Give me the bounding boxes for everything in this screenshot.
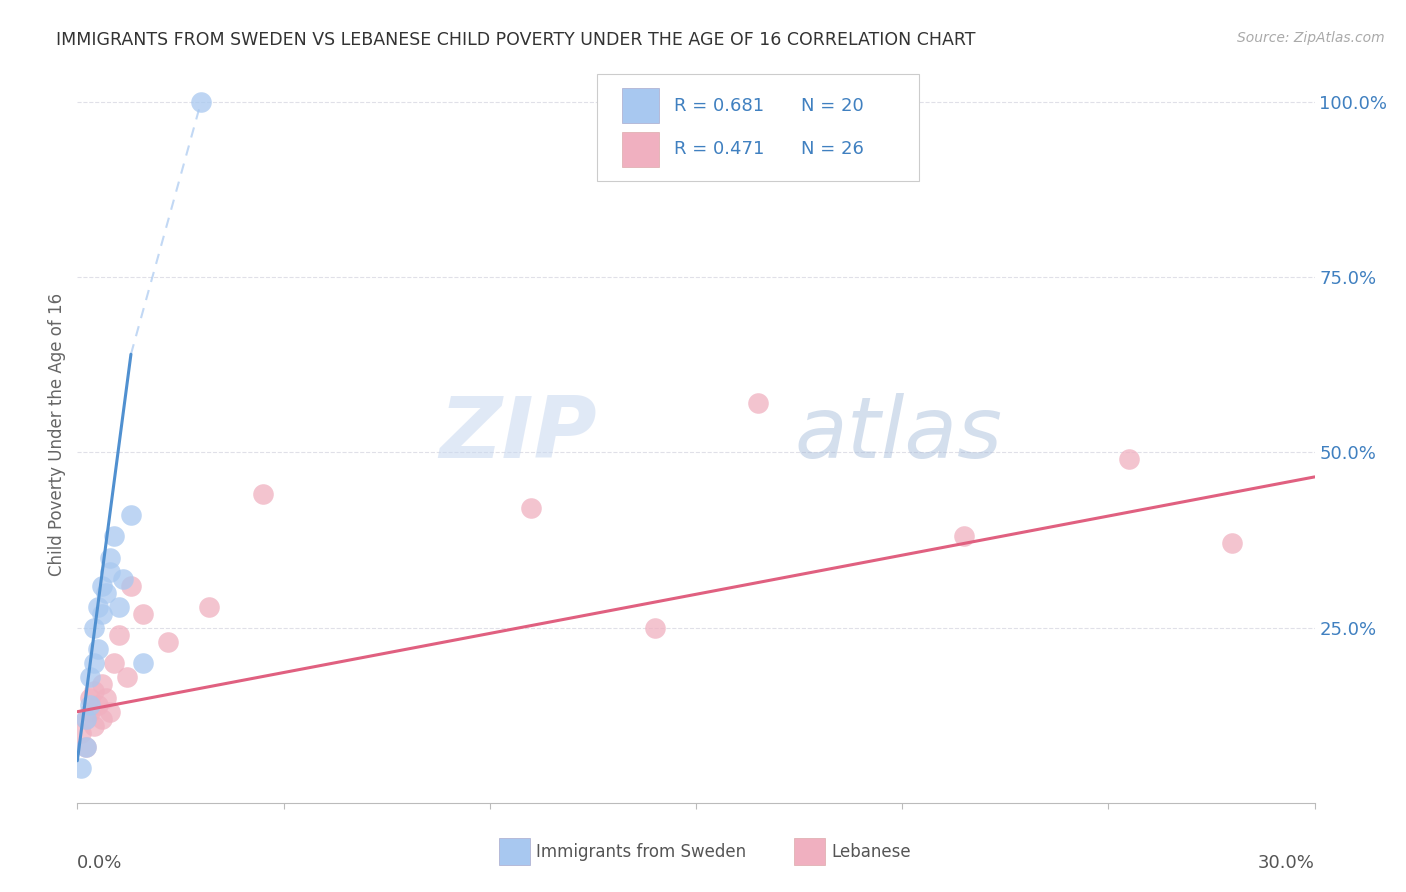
Point bbox=[79, 690, 101, 705]
Point bbox=[953, 529, 976, 543]
Y-axis label: Child Poverty Under the Age of 16: Child Poverty Under the Age of 16 bbox=[48, 293, 66, 576]
Point bbox=[520, 501, 543, 516]
Point bbox=[83, 719, 105, 733]
Point bbox=[83, 656, 105, 670]
FancyBboxPatch shape bbox=[598, 74, 918, 181]
Point bbox=[83, 683, 105, 698]
Point bbox=[75, 739, 97, 754]
Point bbox=[115, 670, 138, 684]
Point bbox=[91, 676, 114, 690]
Point bbox=[98, 705, 121, 719]
Point bbox=[75, 712, 97, 726]
Point bbox=[87, 599, 110, 614]
Point bbox=[91, 607, 114, 621]
Point bbox=[96, 690, 118, 705]
Text: 30.0%: 30.0% bbox=[1258, 855, 1315, 872]
Point bbox=[644, 621, 666, 635]
Point bbox=[190, 95, 212, 109]
Text: R = 0.471: R = 0.471 bbox=[673, 140, 763, 159]
Text: Immigrants from Sweden: Immigrants from Sweden bbox=[536, 843, 745, 861]
Text: Lebanese: Lebanese bbox=[831, 843, 911, 861]
Point bbox=[75, 712, 97, 726]
Text: N = 20: N = 20 bbox=[801, 96, 863, 115]
Point bbox=[120, 578, 142, 592]
Point bbox=[1118, 452, 1140, 467]
Point bbox=[79, 705, 101, 719]
Point bbox=[96, 585, 118, 599]
Point bbox=[79, 698, 101, 712]
Bar bbox=[621, 88, 659, 123]
Point bbox=[198, 599, 221, 614]
Point bbox=[111, 572, 134, 586]
Point bbox=[103, 656, 125, 670]
Point bbox=[79, 670, 101, 684]
Text: IMMIGRANTS FROM SWEDEN VS LEBANESE CHILD POVERTY UNDER THE AGE OF 16 CORRELATION: IMMIGRANTS FROM SWEDEN VS LEBANESE CHILD… bbox=[56, 31, 976, 49]
Point bbox=[157, 634, 180, 648]
Text: Source: ZipAtlas.com: Source: ZipAtlas.com bbox=[1237, 31, 1385, 45]
Point bbox=[120, 508, 142, 523]
Point bbox=[91, 578, 114, 592]
Point bbox=[75, 739, 97, 754]
Point bbox=[70, 761, 93, 775]
Point bbox=[107, 599, 129, 614]
Point bbox=[747, 396, 769, 410]
Point bbox=[1220, 536, 1243, 550]
Text: N = 26: N = 26 bbox=[801, 140, 865, 159]
Text: 0.0%: 0.0% bbox=[77, 855, 122, 872]
Point bbox=[132, 607, 155, 621]
Text: ZIP: ZIP bbox=[439, 393, 598, 476]
Text: R = 0.681: R = 0.681 bbox=[673, 96, 763, 115]
Point bbox=[87, 641, 110, 656]
Point bbox=[107, 627, 129, 641]
Point bbox=[91, 712, 114, 726]
Point bbox=[103, 529, 125, 543]
Point bbox=[252, 487, 274, 501]
Text: atlas: atlas bbox=[794, 393, 1002, 476]
Point bbox=[87, 698, 110, 712]
Point bbox=[98, 550, 121, 565]
Point bbox=[132, 656, 155, 670]
Point bbox=[83, 621, 105, 635]
Point bbox=[98, 565, 121, 579]
Point bbox=[70, 725, 93, 739]
Bar bbox=[621, 132, 659, 167]
